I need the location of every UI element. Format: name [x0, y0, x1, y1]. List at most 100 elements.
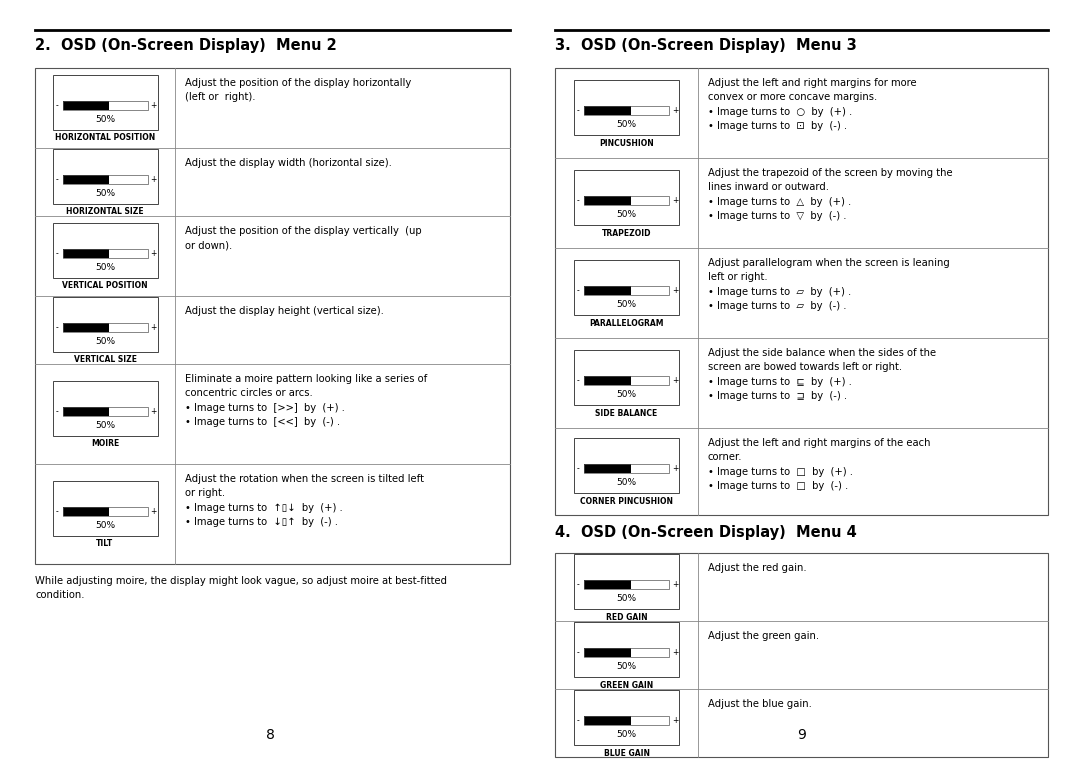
Bar	[63, 175, 109, 184]
Text: +: +	[672, 106, 678, 115]
Bar	[573, 438, 679, 493]
Text: 9: 9	[797, 728, 806, 742]
Bar	[584, 465, 669, 474]
Text: -: -	[577, 648, 579, 657]
Text: TILT: TILT	[96, 539, 113, 549]
Text: Adjust the left and right margins of the each
corner.
• Image turns to  □  by  (: Adjust the left and right margins of the…	[708, 438, 931, 491]
Text: +: +	[150, 407, 157, 416]
Bar	[584, 286, 631, 295]
Bar	[555, 553, 1048, 757]
Text: 3.  OSD (On-Screen Display)  Menu 3: 3. OSD (On-Screen Display) Menu 3	[555, 38, 856, 53]
Text: Adjust parallelogram when the screen is leaning
left or right.
• Image turns to : Adjust parallelogram when the screen is …	[708, 258, 949, 311]
Bar	[53, 296, 158, 351]
Bar	[53, 222, 158, 277]
Bar	[63, 101, 148, 110]
Text: Eliminate a moire pattern looking like a series of
concentric circles or arcs.
•: Eliminate a moire pattern looking like a…	[185, 374, 428, 427]
Text: +: +	[672, 580, 678, 589]
Bar	[573, 621, 679, 676]
Text: +: +	[672, 716, 678, 725]
Text: RED GAIN: RED GAIN	[606, 613, 647, 621]
Text: -: -	[55, 249, 58, 258]
Text: -: -	[577, 716, 579, 725]
Bar	[63, 507, 109, 516]
Text: 50%: 50%	[95, 337, 116, 346]
Bar	[53, 148, 158, 203]
Text: Adjust the trapezoid of the screen by moving the
lines inward or outward.
• Imag: Adjust the trapezoid of the screen by mo…	[708, 168, 953, 222]
Bar	[584, 286, 669, 295]
Text: Adjust the position of the display vertically  (up
or down).: Adjust the position of the display verti…	[185, 226, 421, 251]
Text: 50%: 50%	[617, 662, 636, 671]
Bar	[584, 376, 669, 385]
Text: 50%: 50%	[95, 421, 116, 430]
Text: 50%: 50%	[617, 300, 636, 309]
Text: -: -	[55, 101, 58, 110]
Bar	[584, 648, 631, 657]
Bar	[63, 249, 109, 258]
Text: +: +	[150, 175, 157, 184]
Bar	[584, 716, 631, 725]
Text: -: -	[577, 376, 579, 385]
Text: +: +	[672, 376, 678, 385]
Text: -: -	[55, 507, 58, 516]
Text: CORNER PINCUSHION: CORNER PINCUSHION	[580, 497, 673, 506]
Text: Adjust the green gain.: Adjust the green gain.	[708, 631, 819, 641]
Bar	[573, 349, 679, 404]
Text: 50%: 50%	[95, 263, 116, 272]
Bar	[63, 249, 148, 258]
Text: MOIRE: MOIRE	[91, 439, 119, 448]
Text: 50%: 50%	[617, 210, 636, 219]
Bar	[63, 407, 109, 416]
Text: 50%: 50%	[617, 594, 636, 603]
Text: HORIZONTAL SIZE: HORIZONTAL SIZE	[66, 208, 144, 216]
Bar	[584, 580, 669, 589]
Text: Adjust the position of the display horizontally
(left or  right).: Adjust the position of the display horiz…	[185, 78, 411, 102]
Bar	[53, 481, 158, 536]
Bar	[53, 75, 158, 130]
Text: PINCUSHION: PINCUSHION	[599, 138, 653, 147]
Bar	[584, 196, 631, 205]
Text: While adjusting moire, the display might look vague, so adjust moire at best-fit: While adjusting moire, the display might…	[35, 576, 447, 600]
Bar	[584, 106, 631, 115]
Text: +: +	[150, 323, 157, 332]
Text: -: -	[577, 580, 579, 589]
Bar	[573, 553, 679, 608]
Bar	[63, 323, 148, 332]
Bar	[584, 648, 669, 657]
Text: 4.  OSD (On-Screen Display)  Menu 4: 4. OSD (On-Screen Display) Menu 4	[555, 525, 856, 540]
Text: 50%: 50%	[617, 478, 636, 487]
Text: PARALLELOGRAM: PARALLELOGRAM	[590, 319, 664, 328]
Bar	[584, 376, 631, 385]
Text: Adjust the blue gain.: Adjust the blue gain.	[708, 699, 812, 709]
Bar	[63, 507, 148, 516]
Bar	[63, 175, 148, 184]
Text: TRAPEZOID: TRAPEZOID	[602, 228, 651, 238]
Text: Adjust the left and right margins for more
convex or more concave margins.
• Ima: Adjust the left and right margins for mo…	[708, 78, 917, 131]
Bar	[63, 101, 109, 110]
Text: Adjust the side balance when the sides of the
screen are bowed towards left or r: Adjust the side balance when the sides o…	[708, 348, 936, 401]
Bar	[63, 407, 148, 416]
Text: +: +	[672, 196, 678, 205]
Text: 50%: 50%	[95, 189, 116, 198]
Text: Adjust the red gain.: Adjust the red gain.	[708, 563, 807, 573]
Bar	[53, 380, 158, 435]
Text: +: +	[672, 465, 678, 474]
Text: GREEN GAIN: GREEN GAIN	[599, 681, 653, 689]
Bar	[573, 689, 679, 744]
Text: BLUE GAIN: BLUE GAIN	[604, 749, 649, 757]
Text: Adjust the rotation when the screen is tilted left
or right.
• Image turns to  ↑: Adjust the rotation when the screen is t…	[185, 474, 424, 527]
Text: -: -	[55, 175, 58, 184]
Text: +: +	[672, 286, 678, 295]
Text: -: -	[55, 323, 58, 332]
Text: 50%: 50%	[95, 521, 116, 530]
Bar	[35, 68, 510, 564]
Text: 50%: 50%	[617, 390, 636, 399]
Text: -: -	[577, 196, 579, 205]
Text: -: -	[577, 465, 579, 474]
Text: +: +	[150, 507, 157, 516]
Text: Adjust the display width (horizontal size).: Adjust the display width (horizontal siz…	[185, 158, 392, 168]
Bar	[584, 716, 669, 725]
Text: -: -	[577, 286, 579, 295]
Text: +: +	[150, 249, 157, 258]
Bar	[584, 196, 669, 205]
Bar	[584, 580, 631, 589]
